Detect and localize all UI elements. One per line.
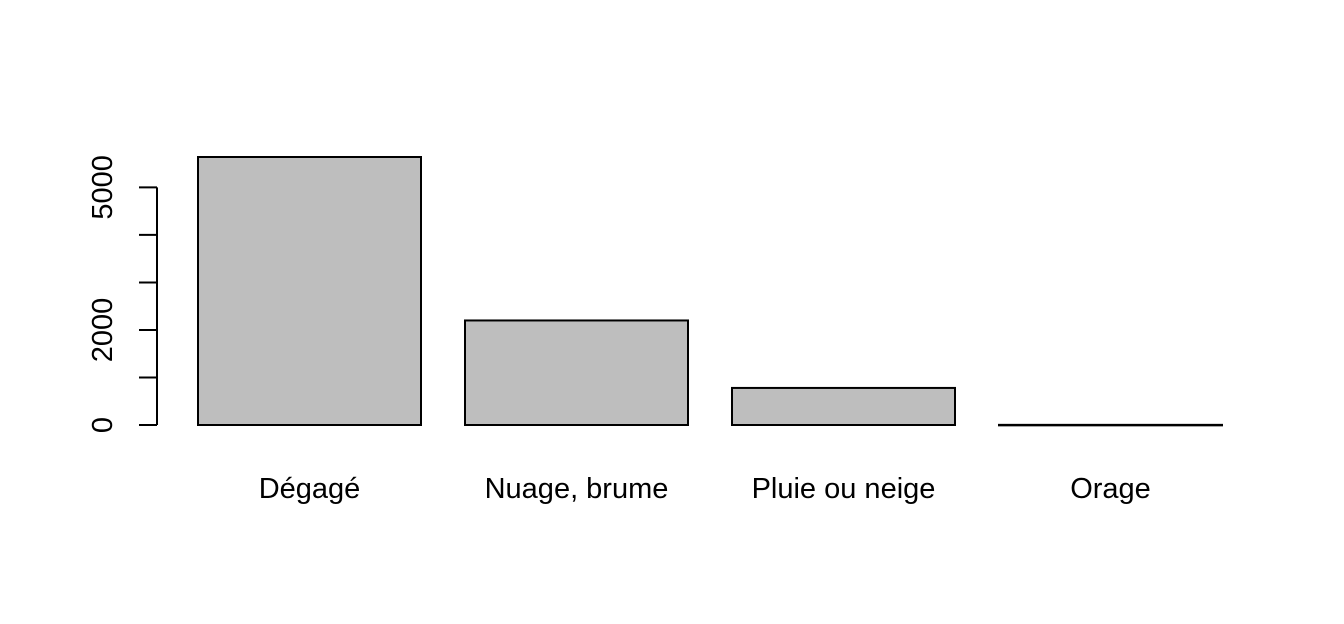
bar <box>197 156 422 426</box>
y-axis: 0 2000 5000 <box>87 155 158 433</box>
bar <box>464 319 689 427</box>
bars <box>197 156 1223 427</box>
y-tick-label: 5000 <box>87 155 119 220</box>
bar <box>998 423 1223 427</box>
x-category-label: Dégagé <box>259 473 361 505</box>
y-tick-label: 0 <box>87 417 119 433</box>
x-category-label: Orage <box>1070 473 1151 505</box>
x-axis-labels: Dégagé Nuage, brume Pluie ou neige Orage <box>259 473 1151 505</box>
bar <box>731 386 956 426</box>
x-category-label: Pluie ou neige <box>752 473 936 505</box>
x-category-label: Nuage, brume <box>485 473 669 505</box>
y-tick-label: 2000 <box>87 298 119 363</box>
